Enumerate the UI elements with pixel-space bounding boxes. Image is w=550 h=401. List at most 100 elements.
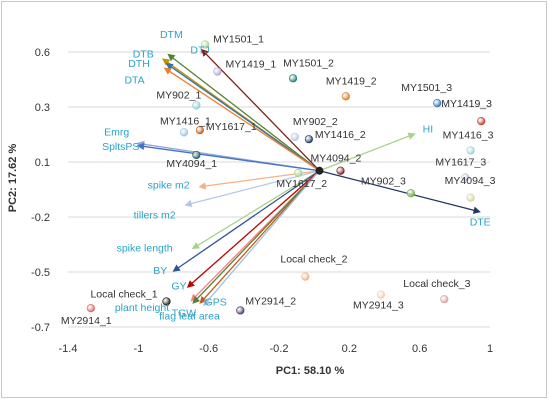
genotype-point [440, 295, 449, 304]
genotype-label: MY902_1 [156, 89, 201, 101]
y-tick-label: -0.5 [31, 267, 50, 279]
vector-arrowhead [172, 264, 181, 272]
genotype-point [304, 135, 313, 144]
x-tick-label: -0.2 [270, 343, 289, 355]
x-tick-label: 0.6 [412, 343, 427, 355]
genotype-label: MY4094_2 [311, 153, 362, 165]
genotype-label: MY2914_2 [245, 295, 296, 307]
genotype-point [201, 40, 210, 49]
variable-label: BY [153, 265, 167, 277]
genotype-point [406, 189, 415, 198]
genotype-point [341, 92, 350, 101]
genotype-point [461, 173, 470, 182]
genotype-label: MY1617_1 [206, 121, 257, 133]
genotype-label: MY1416_3 [443, 129, 494, 141]
genotype-label: Local check_2 [280, 254, 347, 266]
y-tick-label: -0.7 [31, 322, 50, 334]
vector-line [174, 170, 320, 271]
y-tick-label: -0.2 [31, 212, 50, 224]
genotype-label: MY1501_1 [213, 34, 264, 46]
vector-arrowhead [191, 242, 200, 250]
vector-arrowhead [192, 295, 201, 304]
variable-label: DTJ [190, 44, 209, 56]
genotype-point [376, 290, 386, 299]
point-labels: MY1501_1 MY1419_1 MY1501_2 MY1419_2 MY902_1 M… [61, 29, 496, 327]
origin-marker [315, 166, 324, 175]
vector-line [169, 55, 320, 172]
genotype-label: MY4094_3 [445, 175, 496, 187]
variable-label: DTH [128, 58, 150, 70]
genotype-point [336, 166, 345, 175]
y-tick-label: 0.1 [35, 157, 50, 169]
vector-line [188, 170, 320, 287]
variable-label: DTM [160, 29, 183, 41]
genotype-points [86, 40, 486, 315]
x-axis-title: PC1: 58.10 % [276, 365, 345, 377]
variable-label: plant height [115, 302, 169, 314]
variable-label: DTE [470, 216, 491, 228]
grid [68, 51, 490, 328]
vector-line [202, 50, 320, 172]
genotype-label: MY1419_2 [326, 75, 377, 87]
genotype-label: MY1617_2 [276, 178, 327, 190]
variable-label: SpltsPS [102, 141, 139, 153]
y-axis-title: PC2: 17.62 % [7, 144, 19, 213]
variable-label: spike m2 [148, 180, 190, 192]
genotype-point [213, 67, 222, 76]
y-tick-label: 0.3 [35, 102, 50, 114]
genotype-point [86, 304, 95, 313]
genotype-point [477, 117, 486, 126]
vector-arrowhead [165, 62, 174, 71]
genotype-label: Local check_1 [90, 288, 157, 300]
variable-label: flag leaf area [159, 311, 220, 323]
vector-line [319, 170, 478, 212]
genotype-point [236, 306, 245, 315]
variable-label: HI [423, 124, 434, 136]
genotype-label: MY1419_1 [225, 59, 276, 71]
genotype-point [179, 128, 189, 137]
vector-line [167, 64, 320, 172]
genotype-point [433, 99, 442, 108]
genotype-point [466, 193, 475, 202]
genotype-label: MY2914_3 [353, 300, 404, 312]
vector-arrowhead [199, 295, 208, 304]
vector-arrowhead [136, 142, 145, 151]
vector-arrowhead [407, 132, 416, 140]
vector-arrowhead [162, 58, 171, 66]
vector-line [319, 134, 413, 172]
genotype-label: Local check_3 [403, 278, 470, 290]
genotype-label: MY4094_1 [166, 158, 217, 170]
y-tick-label: 0.6 [35, 47, 50, 59]
genotype-point [290, 132, 299, 142]
vector-line [201, 170, 320, 302]
genotype-point [301, 272, 310, 281]
vector-arrowhead [167, 53, 176, 62]
vector-line [194, 170, 320, 248]
x-tick-label: -1 [133, 343, 143, 355]
vector-arrowhead [198, 182, 207, 190]
variable-label: GPS [205, 296, 227, 308]
variable-vectors [136, 48, 481, 307]
x-axis-ticks: -1.4 -1 -0.6 -0.2 0.2 0.6 1 [59, 343, 494, 355]
y-axis-ticks: 0.6 0.3 0.1 -0.2 -0.5 -0.7 [31, 47, 50, 334]
variable-label: GY [171, 281, 186, 293]
vector-line [166, 68, 320, 172]
genotype-point [162, 297, 171, 306]
genotype-label: MY1416_2 [315, 129, 366, 141]
vector-arrowhead [186, 280, 195, 288]
vector-line [140, 145, 320, 172]
genotype-point [288, 74, 298, 83]
vector-arrowhead [163, 67, 172, 75]
vector-arrowhead [202, 298, 211, 307]
genotype-label: MY1501_3 [401, 82, 452, 94]
x-tick-label: -0.6 [199, 343, 218, 355]
variable-label: DTA [124, 74, 144, 86]
variable-label: Emrg [104, 127, 129, 139]
x-tick-label: -1.4 [59, 343, 78, 355]
genotype-label: MY1501_2 [283, 57, 334, 69]
variable-label: DTB [133, 48, 154, 60]
vector-arrowhead [201, 48, 209, 57]
genotype-point [192, 150, 201, 160]
